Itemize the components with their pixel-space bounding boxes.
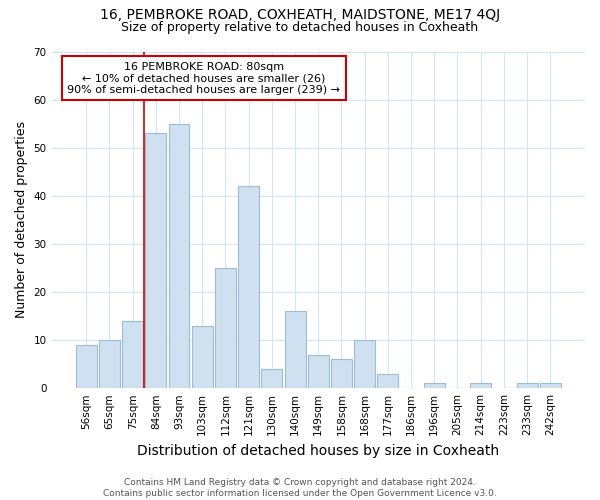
Bar: [192, 326, 212, 388]
Bar: [540, 384, 561, 388]
Bar: [76, 345, 97, 388]
Y-axis label: Number of detached properties: Number of detached properties: [15, 122, 28, 318]
Bar: [169, 124, 190, 388]
Bar: [331, 360, 352, 388]
Bar: [470, 384, 491, 388]
Text: Contains HM Land Registry data © Crown copyright and database right 2024.
Contai: Contains HM Land Registry data © Crown c…: [103, 478, 497, 498]
Bar: [215, 268, 236, 388]
Bar: [377, 374, 398, 388]
Text: 16, PEMBROKE ROAD, COXHEATH, MAIDSTONE, ME17 4QJ: 16, PEMBROKE ROAD, COXHEATH, MAIDSTONE, …: [100, 8, 500, 22]
Text: 16 PEMBROKE ROAD: 80sqm
← 10% of detached houses are smaller (26)
90% of semi-de: 16 PEMBROKE ROAD: 80sqm ← 10% of detache…: [67, 62, 340, 95]
Bar: [517, 384, 538, 388]
Bar: [122, 321, 143, 388]
Bar: [262, 369, 283, 388]
X-axis label: Distribution of detached houses by size in Coxheath: Distribution of detached houses by size …: [137, 444, 499, 458]
Bar: [284, 311, 305, 388]
Bar: [99, 340, 120, 388]
Bar: [308, 354, 329, 388]
Bar: [238, 186, 259, 388]
Bar: [354, 340, 375, 388]
Bar: [424, 384, 445, 388]
Text: Size of property relative to detached houses in Coxheath: Size of property relative to detached ho…: [121, 21, 479, 34]
Bar: [145, 134, 166, 388]
